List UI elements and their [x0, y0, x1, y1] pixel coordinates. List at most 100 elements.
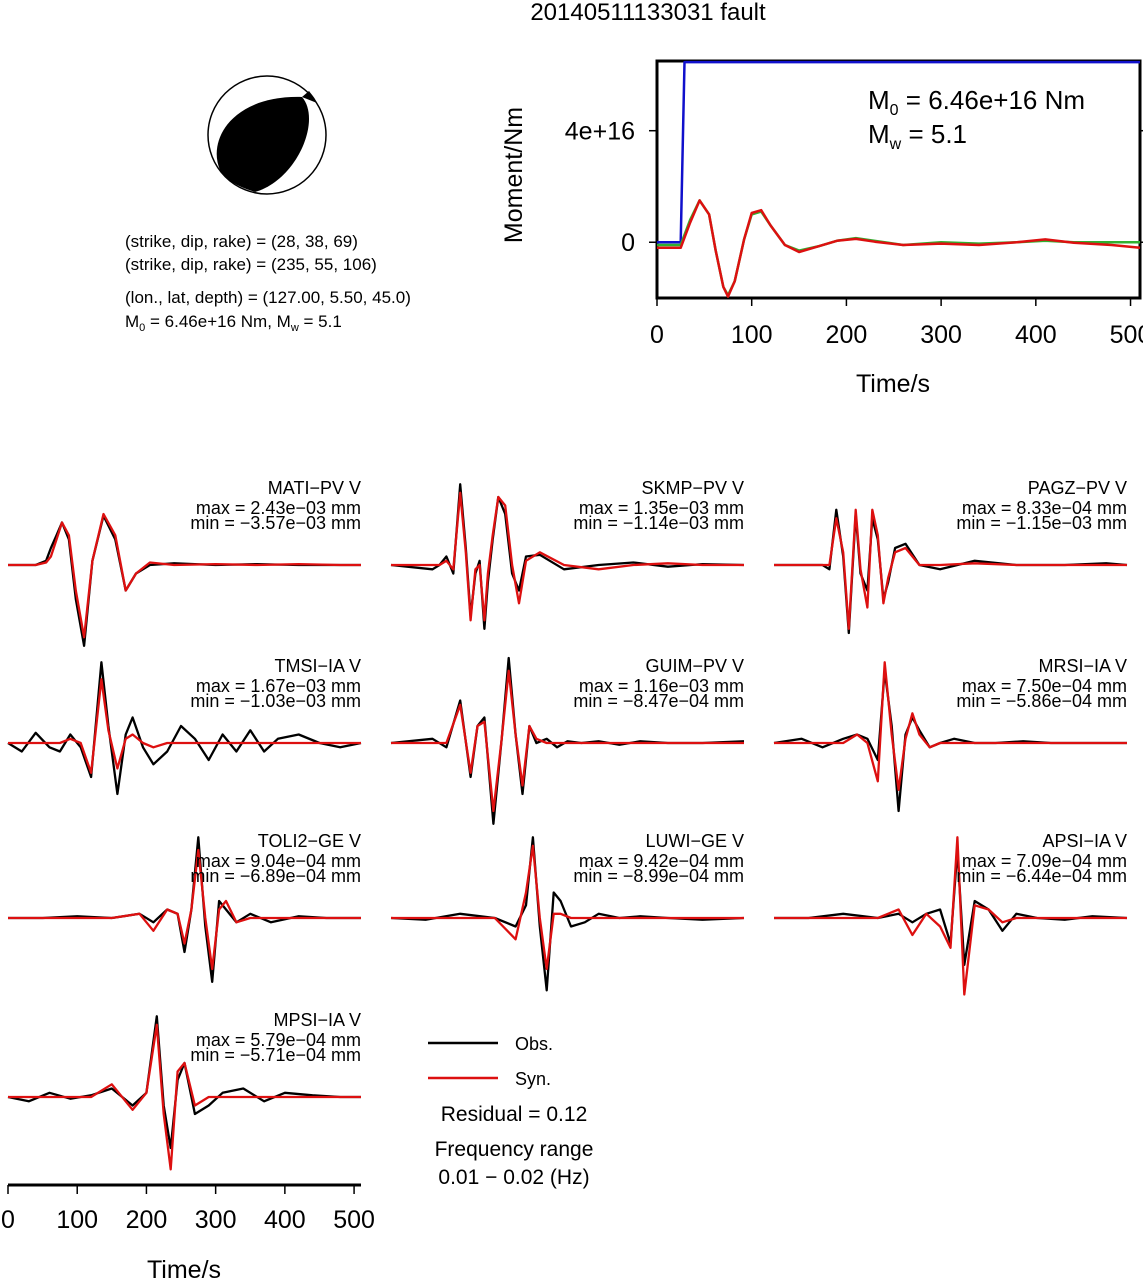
- station-name: MPSI−IA V: [273, 1010, 361, 1030]
- station-name: GUIM−PV V: [645, 656, 744, 676]
- station-max-label: max = 7.50e−04 mm: [962, 676, 1127, 696]
- station-max-label: max = 9.04e−04 mm: [196, 851, 361, 871]
- moment-mw-annotation: Mw = 5.1: [868, 119, 967, 153]
- legend-syn-label: Syn.: [515, 1069, 551, 1089]
- station-max-label: max = 1.16e−03 mm: [579, 676, 744, 696]
- frequency-value: 0.01 − 0.02 (Hz): [438, 1166, 589, 1189]
- station-min-label: min = −3.57e−03 mm: [190, 513, 361, 533]
- station-name: TMSI−IA V: [274, 656, 361, 676]
- beachball: [207, 75, 327, 195]
- waveform-syn-line: [8, 512, 361, 639]
- moment-x-tick-label: 300: [920, 321, 962, 349]
- station-name: TOLI2−GE V: [258, 831, 361, 851]
- beachball-compressional-quadrant: [216, 96, 310, 192]
- station-name: APSI−IA V: [1042, 831, 1127, 851]
- waveform-x-tick-label: 400: [264, 1206, 306, 1234]
- station-min-label: min = −5.71e−04 mm: [190, 1045, 361, 1065]
- waveform-x-tick-label: 100: [56, 1206, 98, 1234]
- frequency-title: Frequency range: [435, 1138, 594, 1161]
- waveform-syn-line: [774, 661, 1127, 791]
- waveform-syn-line: [8, 1023, 361, 1171]
- station-min-label: min = −1.14e−03 mm: [573, 513, 744, 533]
- mw-value: = 5.1: [299, 312, 342, 331]
- location-text: (lon., lat, depth) = (127.00, 5.50, 45.0…: [125, 288, 411, 307]
- moment-prefix: M: [125, 312, 139, 331]
- moment-text: M0 = 6.46e+16 Nm, Mw = 5.1: [125, 312, 342, 334]
- m0-value: = 6.46e+16 Nm: [899, 85, 1085, 115]
- station-max-label: max = 1.67e−03 mm: [196, 676, 361, 696]
- moment-lines: [657, 60, 1141, 298]
- station-name: PAGZ−PV V: [1028, 478, 1127, 498]
- station-min-label: min = −8.47e−04 mm: [573, 691, 744, 711]
- moment-y-tick-label: 0: [621, 229, 635, 257]
- waveform-x-tick-label: 300: [195, 1206, 237, 1234]
- moment-function-line: [657, 60, 1140, 244]
- waveform-x-tick-label: 200: [126, 1206, 168, 1234]
- moment-x-tick-label: 500: [1110, 321, 1143, 349]
- m0-sub: 0: [890, 102, 899, 119]
- waveform-xlabel: Time/s: [147, 1256, 221, 1280]
- station-min-label: min = −1.15e−03 mm: [956, 513, 1127, 533]
- moment-value: = 6.46e+16 Nm, M: [145, 312, 291, 331]
- moment-ylabel: Moment/Nm: [500, 107, 528, 243]
- waveform-syn-line: [391, 669, 744, 813]
- station-name: MATI−PV V: [268, 478, 361, 498]
- station-min-label: min = −5.86e−04 mm: [956, 691, 1127, 711]
- waveform-syn-line: [774, 508, 1127, 630]
- legend: Obs. Syn. Residual = 0.12 Frequency rang…: [428, 1034, 593, 1189]
- moment-x-tick-label: 100: [731, 321, 773, 349]
- moment-axis-ticks: 0 100 200 300 400 500 0 4e+16: [565, 118, 1143, 349]
- waveform-x-tick-label: 0: [1, 1206, 15, 1234]
- mw-prefix: M: [868, 119, 890, 149]
- mw-sub-2: w: [889, 136, 902, 153]
- waveform-syn-line: [8, 848, 361, 971]
- station-min-label: min = −8.99e−04 mm: [573, 866, 744, 886]
- station-max-label: max = 7.09e−04 mm: [962, 851, 1127, 871]
- legend-obs-label: Obs.: [515, 1034, 553, 1054]
- waveform-syn-line: [8, 678, 361, 774]
- station-name: MRSI−IA V: [1038, 656, 1127, 676]
- station-max-label: max = 5.79e−04 mm: [196, 1030, 361, 1050]
- waveform-obs-line: [7, 661, 362, 796]
- moment-y-tick-label: 4e+16: [565, 118, 635, 146]
- station-name: LUWI−GE V: [645, 831, 744, 851]
- station-max-label: max = 8.33e−04 mm: [962, 498, 1127, 518]
- beachball-compressional-wedge: [302, 91, 317, 103]
- m0-prefix: M: [868, 85, 890, 115]
- station-min-label: min = −6.44e−04 mm: [956, 866, 1127, 886]
- station-min-label: min = −1.03e−03 mm: [190, 691, 361, 711]
- residual-text: Residual = 0.12: [441, 1103, 588, 1126]
- station-max-label: max = 2.43e−03 mm: [196, 498, 361, 518]
- station-min-label: min = −6.89e−04 mm: [190, 866, 361, 886]
- nodal-plane-2: (strike, dip, rake) = (235, 55, 106): [125, 255, 377, 274]
- moment-rate-syn-line: [657, 199, 1141, 298]
- waveform-syn-line: [391, 844, 744, 971]
- source-info: (strike, dip, rake) = (28, 38, 69) (stri…: [125, 232, 411, 334]
- waveform-x-tick-label: 500: [333, 1206, 375, 1234]
- moment-m0-annotation: M0 = 6.46e+16 Nm: [868, 85, 1085, 119]
- mw-sub: w: [290, 322, 299, 334]
- mw-value-2: = 5.1: [901, 119, 967, 149]
- figure-title: 20140511133031 fault: [530, 0, 766, 26]
- waveform-syn-line: [774, 836, 1127, 996]
- station-max-label: max = 9.42e−04 mm: [579, 851, 744, 871]
- nodal-plane-1: (strike, dip, rake) = (28, 38, 69): [125, 232, 358, 251]
- moment-sub: 0: [139, 322, 145, 334]
- waveform-time-axis: Time/s 0 100 200 300 400 500: [1, 1183, 375, 1280]
- waveform-obs-line: [8, 514, 361, 647]
- moment-x-tick-label: 200: [826, 321, 868, 349]
- moment-rate-obs-line: [657, 199, 1140, 297]
- station-name: SKMP−PV V: [641, 478, 744, 498]
